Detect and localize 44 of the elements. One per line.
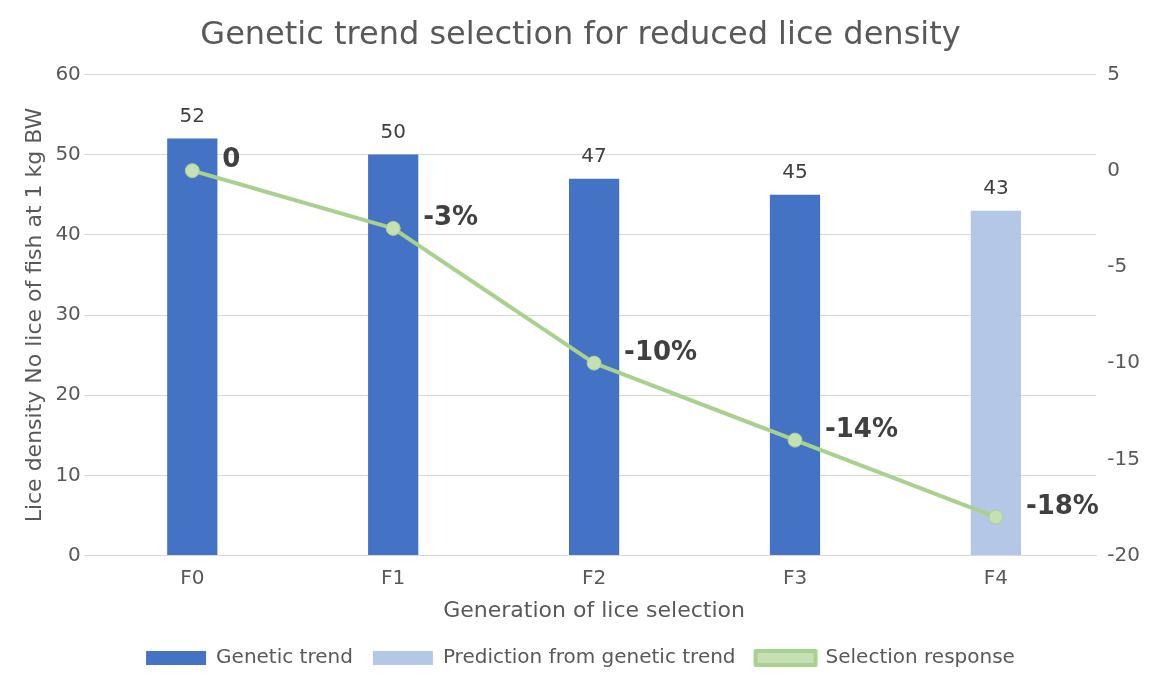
data-label: 43 — [983, 174, 1009, 199]
data-label: -14% — [824, 412, 899, 443]
bar — [167, 138, 218, 556]
x-tick-label: F3 — [782, 564, 808, 589]
y2-tick-label: 5 — [1107, 60, 1121, 85]
y-tick-label: 40 — [55, 221, 81, 245]
data-label: 45 — [782, 158, 808, 183]
x-tick-label: F2 — [581, 564, 607, 589]
x-tick-label: F0 — [180, 564, 205, 589]
x-axis-title: Generation of lice selection — [443, 596, 745, 622]
point — [184, 163, 200, 179]
y2-tick-label: 0 — [1107, 156, 1121, 181]
y-axis-title: Lice density No lice of fish at 1 kg BW — [20, 107, 46, 523]
legend-label: Genetic trend — [216, 644, 353, 669]
data-label: 0 — [222, 143, 241, 174]
bar — [568, 178, 620, 556]
chart-title: Genetic trend selection for reduced lice density — [200, 13, 961, 52]
point — [586, 355, 602, 371]
bar — [769, 194, 821, 556]
y-tick-label: 20 — [55, 381, 81, 406]
point — [988, 509, 1004, 525]
x-tick-label: F4 — [983, 564, 1008, 589]
x-tick-label: F1 — [381, 564, 406, 589]
bar — [970, 210, 1021, 556]
y-tick-label: 10 — [55, 461, 81, 486]
y-tick-label: 30 — [55, 301, 81, 326]
y2-tick-label: -15 — [1107, 445, 1141, 470]
data-label: 50 — [380, 118, 406, 143]
y2-tick-label: -20 — [1107, 541, 1141, 566]
y2-tick-label: -10 — [1107, 349, 1141, 374]
data-label: -10% — [624, 335, 698, 366]
data-label: -18% — [1025, 489, 1099, 520]
data-label: -3% — [423, 201, 479, 232]
y-tick-label: 60 — [55, 60, 81, 85]
y-tick-label: 50 — [55, 140, 81, 165]
y2-tick-label: -5 — [1107, 253, 1128, 278]
point — [385, 220, 401, 236]
legend-label: Prediction from genetic trend — [442, 644, 736, 669]
legend-label: Selection response — [825, 644, 1015, 669]
bar — [368, 154, 419, 556]
point — [787, 432, 803, 448]
data-label: 47 — [581, 142, 607, 167]
data-label: 52 — [179, 102, 206, 127]
y-tick-label: 0 — [68, 541, 81, 566]
